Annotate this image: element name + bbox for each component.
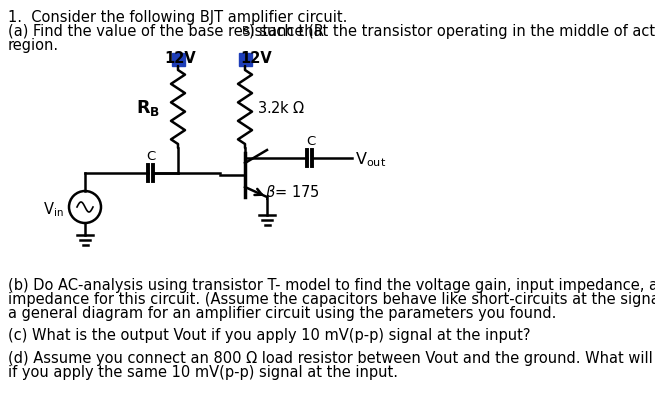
Text: ) such that the transistor operating in the middle of active: ) such that the transistor operating in …	[249, 24, 655, 39]
Text: (d) Assume you connect an 800 Ω load resistor between Vout and the ground. What : (d) Assume you connect an 800 Ω load res…	[8, 351, 655, 366]
Text: region.: region.	[8, 38, 59, 53]
Text: C: C	[306, 135, 315, 148]
Text: if you apply the same 10 mV(p-p) signal at the input.: if you apply the same 10 mV(p-p) signal …	[8, 365, 398, 380]
Text: $\mathbf{R_B}$: $\mathbf{R_B}$	[136, 98, 160, 118]
Text: V$_{\mathregular{in}}$: V$_{\mathregular{in}}$	[43, 200, 64, 220]
Text: C: C	[146, 150, 155, 163]
Text: $\beta$= 175: $\beta$= 175	[265, 183, 320, 202]
Text: (b) Do AC-analysis using transistor T- model to find the voltage gain, input imp: (b) Do AC-analysis using transistor T- m…	[8, 278, 655, 293]
Text: impedance for this circuit. (Assume the capacitors behave like short-circuits at: impedance for this circuit. (Assume the …	[8, 292, 655, 307]
Text: 3.2k $\Omega$: 3.2k $\Omega$	[257, 100, 305, 116]
Text: (c) What is the output Vout if you apply 10 mV(p-p) signal at the input?: (c) What is the output Vout if you apply…	[8, 328, 531, 343]
Text: V$_{\mathregular{out}}$: V$_{\mathregular{out}}$	[355, 151, 386, 169]
Text: 1.  Consider the following BJT amplifier circuit.: 1. Consider the following BJT amplifier …	[8, 10, 347, 25]
Bar	[172, 53, 185, 66]
Text: (a) Find the value of the base resistance (R: (a) Find the value of the base resistanc…	[8, 24, 324, 39]
Text: 12V: 12V	[164, 51, 196, 66]
Text: 12V: 12V	[240, 51, 272, 66]
Text: a general diagram for an amplifier circuit using the parameters you found.: a general diagram for an amplifier circu…	[8, 306, 556, 321]
Bar	[239, 53, 252, 66]
Text: B: B	[242, 27, 250, 37]
